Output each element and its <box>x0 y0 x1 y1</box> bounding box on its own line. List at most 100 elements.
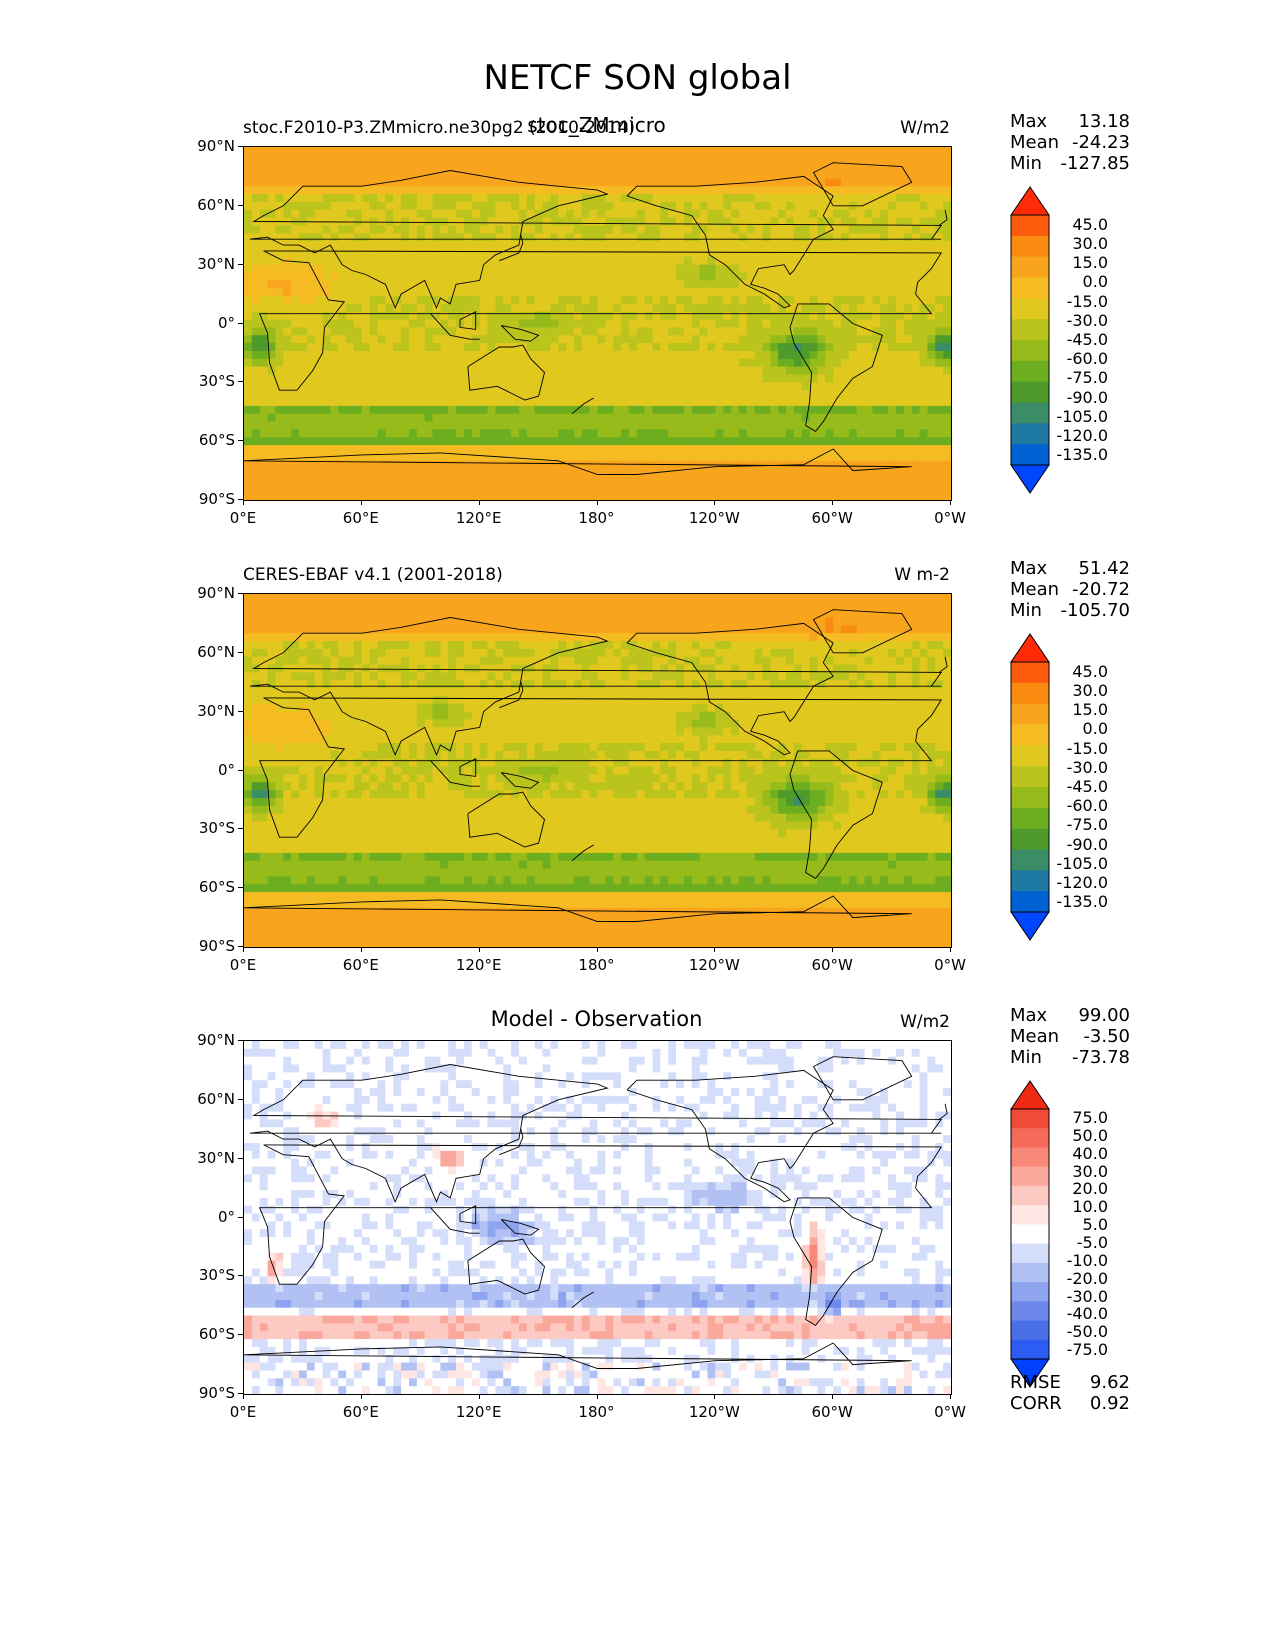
colorbar-band <box>1011 1109 1049 1129</box>
lat-tick-label: 90°S <box>198 490 235 508</box>
colorbar-label: 0.0 <box>1082 719 1108 739</box>
coastline <box>500 325 540 342</box>
colorbar-label: -30.0 <box>1066 757 1108 777</box>
colorbar-band <box>1011 870 1049 892</box>
coastline <box>467 791 545 848</box>
coastline <box>500 772 540 789</box>
lat-tick-mark <box>238 1040 243 1041</box>
stat-label: Max <box>1010 558 1048 579</box>
coastline <box>467 1238 545 1295</box>
lon-tick-mark <box>478 500 480 505</box>
lon-tick-label: 180° <box>578 1403 615 1421</box>
lon-tick-mark <box>243 947 244 952</box>
colorbar-band <box>1011 1262 1049 1283</box>
lon-tick-mark <box>714 500 716 505</box>
lon-tick-mark <box>714 947 716 952</box>
coastline <box>571 397 594 415</box>
colorbar-band <box>1011 215 1049 237</box>
lat-tick-mark <box>238 1393 243 1394</box>
coastline <box>812 162 913 207</box>
lat-tick-label: 90°N <box>197 1031 235 1049</box>
stat-label: Mean <box>1010 579 1060 600</box>
lat-tick-label: 30°N <box>197 254 235 273</box>
coastline <box>571 844 594 862</box>
colorbar-label: -135.0 <box>1056 445 1108 465</box>
colorbar-label: -90.0 <box>1066 834 1108 854</box>
lon-tick-mark <box>360 947 362 952</box>
stat-label: RMSE <box>1010 1372 1061 1393</box>
colorbar-band <box>1011 277 1049 299</box>
colorbar-label: -20.0 <box>1066 1268 1108 1288</box>
colorbar-label: -5.0 <box>1076 1232 1108 1252</box>
map-svg <box>244 1041 951 1394</box>
lat-tick-mark <box>238 593 243 594</box>
lon-tick-label: 120°E <box>455 956 502 974</box>
lat-tick-label: 0° <box>217 1207 235 1226</box>
map-panel <box>243 146 952 501</box>
lon-tick-label: 180° <box>578 956 615 974</box>
lon-tick-label: 0°W <box>934 1403 966 1421</box>
colorbar-label: -120.0 <box>1056 873 1108 893</box>
colorbar-band <box>1011 298 1049 320</box>
coastline <box>259 697 943 838</box>
stat-label: Max <box>1010 1005 1048 1026</box>
lat-tick-mark <box>238 440 243 442</box>
colorbar-band <box>1011 319 1049 341</box>
stat-label: Min <box>1010 1047 1042 1068</box>
coastline <box>938 656 948 673</box>
colorbar-label: 20.0 <box>1072 1179 1108 1199</box>
colorbar-label: -75.0 <box>1066 368 1108 388</box>
lat-tick-label: 60°S <box>198 431 235 450</box>
colorbar-band <box>1011 724 1049 746</box>
lon-tick-mark <box>360 1394 362 1399</box>
stat-label: Max <box>1010 111 1048 132</box>
colorbar-label: 30.0 <box>1072 233 1108 253</box>
colorbar-band <box>1011 340 1049 362</box>
coastline <box>789 1197 883 1326</box>
map-panel <box>243 593 952 948</box>
stat-value: 0.92 <box>1089 1393 1130 1414</box>
lon-tick-mark <box>596 500 598 505</box>
coastline <box>459 310 477 330</box>
stat-label: Min <box>1010 153 1042 174</box>
colorbar-label: -40.0 <box>1066 1304 1108 1324</box>
colorbar-label: -90.0 <box>1066 387 1108 407</box>
colorbar <box>1010 1080 1050 1390</box>
coastline <box>244 895 912 922</box>
lon-tick-label: 60°W <box>811 1403 853 1421</box>
colorbar-label: -45.0 <box>1066 330 1108 349</box>
coastline <box>626 175 834 309</box>
lat-tick-label: 60°N <box>197 1089 235 1108</box>
lat-tick-label: 30°N <box>197 701 235 720</box>
lat-tick-mark <box>238 263 243 265</box>
lon-tick-label: 120°W <box>688 956 740 974</box>
lat-tick-mark <box>238 1275 243 1277</box>
colorbar-extend-max <box>1010 633 1050 663</box>
colorbar-band <box>1011 1128 1049 1148</box>
coastline <box>467 344 545 401</box>
lat-tick-label: 0° <box>217 760 235 779</box>
stat-value: -127.85 <box>1060 153 1130 174</box>
coastline <box>626 1069 834 1203</box>
colorbar-band <box>1011 1166 1049 1187</box>
lat-tick-label: 30°S <box>198 1266 235 1285</box>
stat-value: -3.50 <box>1083 1026 1130 1047</box>
colorbar-label: 40.0 <box>1072 1143 1108 1163</box>
colorbar-label: -10.0 <box>1066 1250 1108 1270</box>
lon-tick-label: 0°W <box>934 956 966 974</box>
field-cells <box>244 147 951 500</box>
colorbar-band <box>1011 849 1049 871</box>
colorbar-label: -60.0 <box>1066 349 1108 369</box>
colorbar-label: 10.0 <box>1072 1197 1108 1217</box>
lon-tick-mark <box>596 1394 598 1399</box>
lon-tick-label: 120°E <box>455 1403 502 1421</box>
colorbar-band <box>1011 1185 1049 1206</box>
stat-value: -73.78 <box>1071 1047 1130 1068</box>
panel-left-title: CERES-EBAF v4.1 (2001-2018) <box>243 565 503 585</box>
coastlines <box>244 609 948 922</box>
panel-center-title: stoc_ZMmicro <box>527 113 666 137</box>
colorbar-label: -30.0 <box>1066 310 1108 330</box>
lon-tick-mark <box>243 1394 244 1399</box>
coastline <box>259 250 943 391</box>
lat-tick-mark <box>238 499 243 500</box>
